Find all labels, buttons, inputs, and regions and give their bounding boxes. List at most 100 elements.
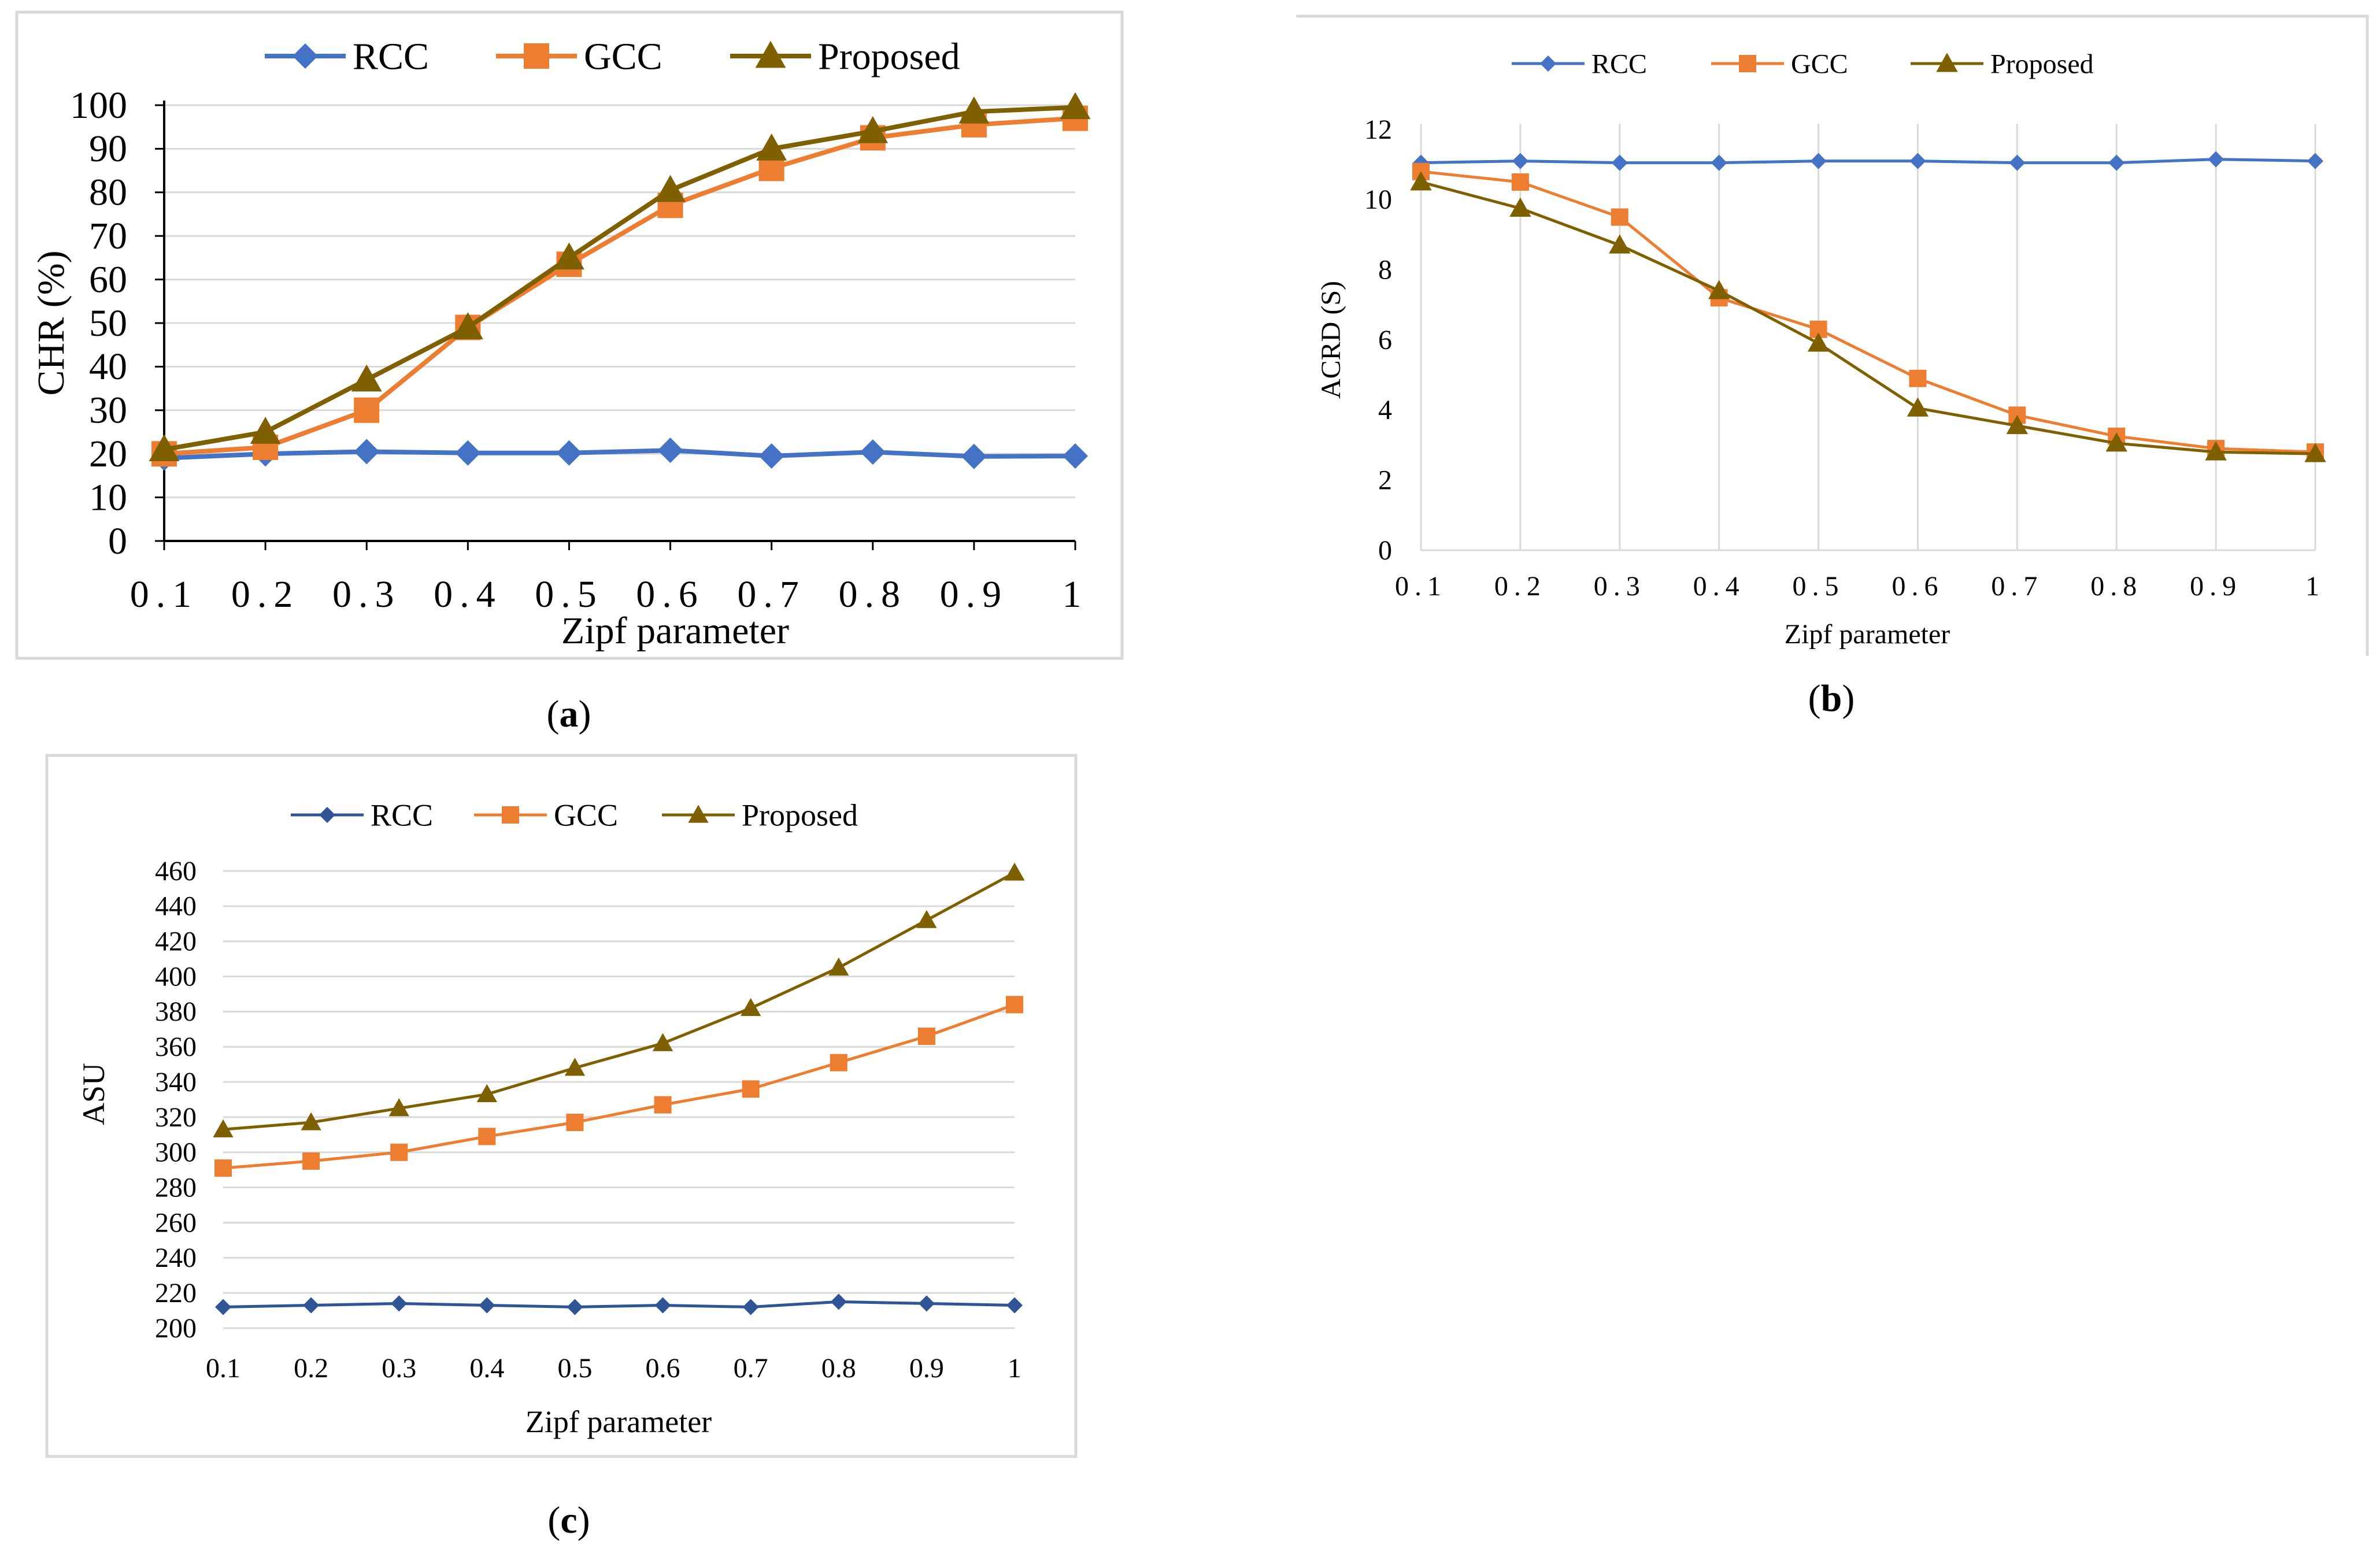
y-tick-label: 220 — [155, 1278, 197, 1308]
data-point — [1509, 197, 1531, 217]
series-line — [1420, 158, 2316, 165]
data-point — [250, 417, 281, 444]
legend-item: Proposed — [730, 35, 960, 77]
y-tick-label: 70 — [89, 215, 127, 257]
data-point — [1006, 996, 1023, 1014]
y-tick-label: 300 — [155, 1137, 197, 1168]
y-tick-label: 420 — [155, 926, 197, 957]
x-tick-label: 0.6 — [636, 573, 705, 616]
data-point — [1410, 171, 1432, 191]
y-tick-label: 240 — [155, 1243, 197, 1273]
data-point — [478, 1128, 496, 1145]
data-point — [654, 1297, 671, 1314]
series-line — [164, 105, 1076, 452]
panel-c-label: (c) — [547, 1499, 590, 1541]
panel-a-frame — [15, 10, 1124, 660]
series-gcc — [214, 996, 1023, 1177]
data-point — [303, 1297, 320, 1314]
x-tick-label: 1 — [1008, 1353, 1021, 1384]
y-tick-label: 380 — [155, 996, 197, 1027]
legend-marker — [1540, 55, 1556, 72]
data-point — [354, 397, 380, 423]
x-tick-label: 0.4 — [469, 1353, 504, 1384]
data-point — [756, 134, 787, 161]
x-tick-label: 1 — [2305, 571, 2325, 602]
x-tick-label: 0.9 — [940, 573, 1009, 616]
data-point — [741, 998, 761, 1016]
data-point — [302, 1152, 320, 1170]
x-tick-label: 0.2 — [294, 1353, 328, 1384]
x-tick-label: 0.5 — [1793, 571, 1845, 602]
y-tick-label: 260 — [155, 1207, 197, 1238]
legend-item: RCC — [291, 798, 433, 832]
x-tick-label: 0.4 — [1693, 571, 1745, 602]
y-tick-label: 6 — [1378, 325, 1392, 355]
y-tick-label: 2 — [1378, 465, 1392, 496]
data-point — [657, 438, 683, 464]
data-point — [758, 443, 784, 469]
data-point — [1512, 153, 1528, 169]
data-point — [354, 439, 380, 465]
y-axis-title: CHR (%) — [30, 250, 72, 395]
data-point — [2108, 154, 2125, 171]
series-line — [1420, 180, 2316, 455]
y-tick-label: 8 — [1378, 255, 1392, 286]
x-tick-label: 0.3 — [1594, 571, 1646, 602]
data-point — [388, 1098, 409, 1117]
legend: RCC GCC Proposed — [265, 35, 960, 77]
data-point — [758, 155, 784, 181]
series-proposed — [149, 92, 1091, 462]
y-tick-label: 440 — [155, 891, 197, 922]
legend-item: GCC — [474, 798, 618, 832]
x-tick-label: 0.3 — [332, 573, 401, 616]
x-tick-label: 0.6 — [1892, 571, 1944, 602]
data-point — [1711, 154, 1727, 171]
data-point — [1611, 208, 1628, 226]
y-tick-label: 0 — [1378, 535, 1392, 566]
series-line — [164, 448, 1076, 461]
data-point — [215, 1299, 231, 1315]
y-tick-label: 4 — [1378, 395, 1392, 425]
data-point — [479, 1297, 495, 1314]
x-axis-title: Zipf parameter — [561, 610, 789, 652]
panel-b: 0 2 4 6 8 10 12 0.1 0.2 0.3 0.4 0.5 0.6 0.7 0.8 0.9 1 Zip… — [1296, 14, 2369, 720]
panel-a-label: (a) — [547, 693, 591, 735]
data-point — [961, 443, 987, 469]
y-tick-label: 360 — [155, 1032, 197, 1062]
x-tick-label: 0.7 — [737, 573, 806, 616]
legend-marker — [688, 805, 709, 823]
legend-label: GCC — [1791, 49, 1848, 79]
data-point — [1511, 173, 1529, 191]
legend-item: RCC — [1512, 49, 1647, 79]
data-point — [1708, 280, 1730, 299]
data-point — [556, 440, 582, 466]
data-point — [742, 1299, 759, 1315]
x-tick-label: 0.7 — [734, 1353, 768, 1384]
y-tick-label: 20 — [89, 433, 127, 475]
data-point — [1063, 443, 1088, 469]
data-point — [390, 1143, 408, 1161]
data-point — [828, 957, 849, 976]
legend-marker — [524, 43, 549, 69]
x-tick-label: 0.4 — [434, 573, 502, 616]
data-point — [860, 439, 886, 465]
data-point — [213, 1119, 234, 1137]
y-tick-label: 200 — [155, 1313, 197, 1344]
data-point — [476, 1084, 497, 1102]
data-point — [830, 1054, 847, 1072]
legend-label: Proposed — [742, 798, 858, 832]
data-point — [455, 440, 481, 466]
data-point — [2009, 154, 2026, 171]
data-point — [918, 1295, 935, 1312]
data-point — [301, 1112, 321, 1130]
panel-b-label: (b) — [1808, 677, 1855, 720]
legend-label: GCC — [554, 798, 618, 832]
legend-marker — [1936, 53, 1958, 72]
data-point — [742, 1080, 760, 1098]
data-point — [1004, 862, 1025, 881]
data-point — [2307, 153, 2323, 169]
legend-item: RCC — [265, 35, 429, 77]
x-tick-label: 0.8 — [2090, 571, 2142, 602]
panel-c-frame — [45, 754, 1078, 1458]
